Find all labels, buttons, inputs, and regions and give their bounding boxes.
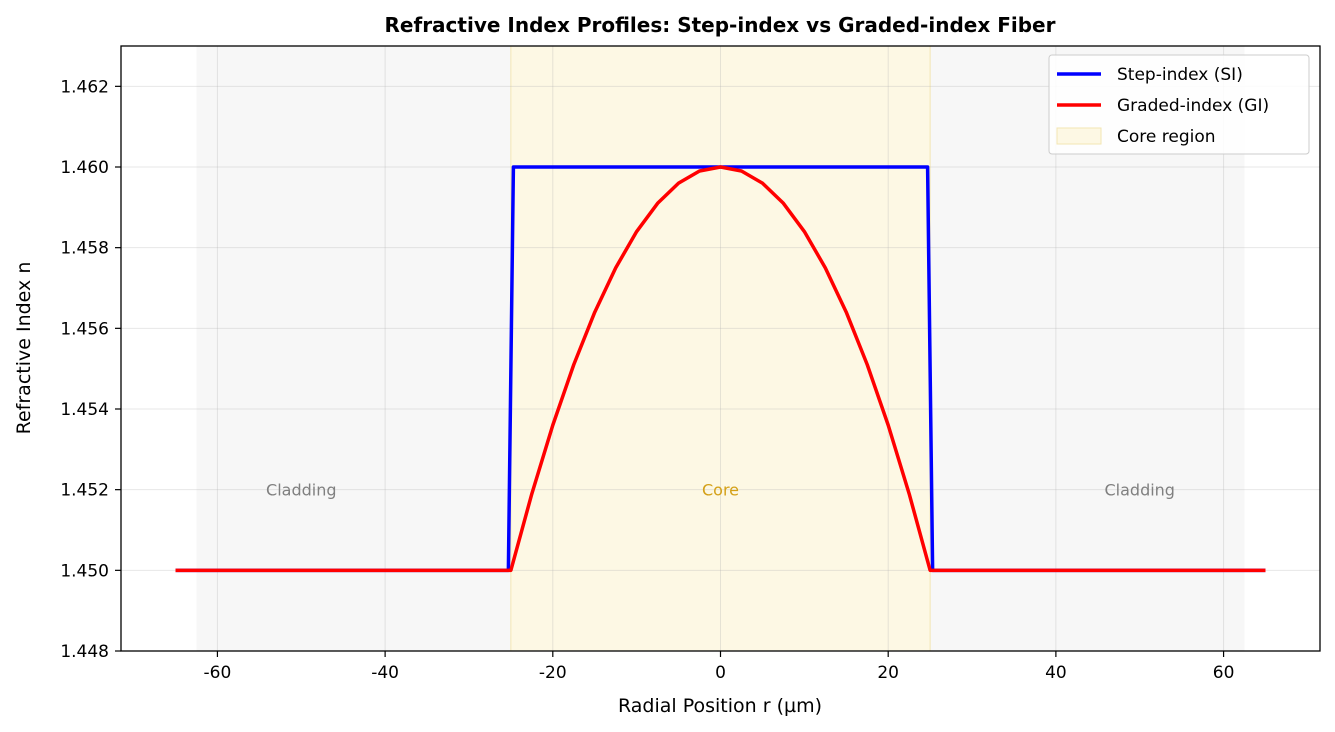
y-tick-label: 1.460 (60, 158, 109, 178)
y-tick-label: 1.448 (60, 642, 109, 662)
region-cladding-left (196, 46, 511, 651)
region-label-cladding: Cladding (1104, 481, 1174, 500)
legend-label-core-region: Core region (1117, 127, 1216, 147)
region-label-core: Core (702, 481, 739, 500)
x-tick-label: -60 (204, 663, 232, 683)
series-line-graded-index (175, 165, 1266, 573)
y-tick-label: 1.450 (60, 561, 109, 581)
y-tick-label: 1.456 (60, 319, 109, 339)
data-series (175, 165, 1266, 573)
y-tick-label: 1.454 (60, 400, 109, 420)
legend-box (1048, 54, 1310, 155)
x-tick-label: -40 (371, 663, 399, 683)
legend-label-graded-index-gi: Graded-index (GI) (1117, 96, 1269, 116)
region-annotations: Cladding Core Cladding (266, 481, 1175, 500)
y-axis-label: Refractive Index n (13, 262, 35, 435)
x-tick-label: 0 (715, 663, 726, 683)
x-tick-label: 40 (1045, 663, 1067, 683)
x-tick-label: 60 (1213, 663, 1235, 683)
x-axis-label: Radial Position r (µm) (618, 695, 822, 717)
y-tick-label: 1.452 (60, 481, 109, 501)
axis-ticks: -60 -40 -20 0 20 40 60 1.448 1.450 1.452 1.454 1.45… (60, 77, 1234, 683)
y-tick-label: 1.462 (60, 77, 109, 97)
legend: Step-index (SI) Graded-index (GI) Core reg… (1048, 54, 1310, 155)
legend-swatch-core-region (1056, 127, 1102, 145)
x-tick-label: 20 (877, 663, 899, 683)
x-tick-label: -20 (539, 663, 567, 683)
chart-title: Refractive Index Profiles: Step-index vs… (385, 13, 1056, 37)
y-tick-label: 1.458 (60, 239, 109, 259)
region-label-cladding: Cladding (266, 481, 336, 500)
legend-label-step-index-si: Step-index (SI) (1117, 65, 1243, 85)
